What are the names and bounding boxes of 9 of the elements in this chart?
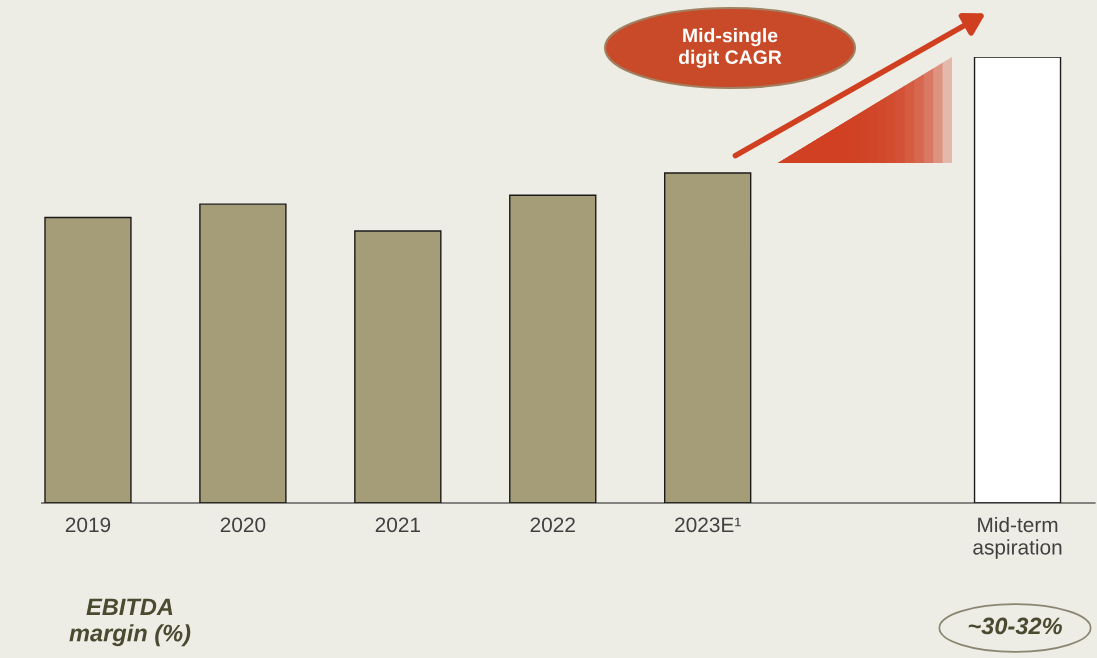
x-tick-label: 2021 [375, 517, 420, 533]
x-tick-label: Mid-term aspiration [973, 516, 1062, 559]
annotation: Mid-single digit CAGR [678, 28, 782, 68]
x-tick-label: 2023E¹ [675, 517, 741, 533]
x-tick-label: 2019 [65, 517, 111, 533]
x-tick-label: 2020 [220, 517, 266, 533]
text: ~30-32% [968, 617, 1062, 635]
x-tick-label: 2022 [530, 517, 575, 533]
text: EBITDA margin (%) [69, 598, 191, 647]
